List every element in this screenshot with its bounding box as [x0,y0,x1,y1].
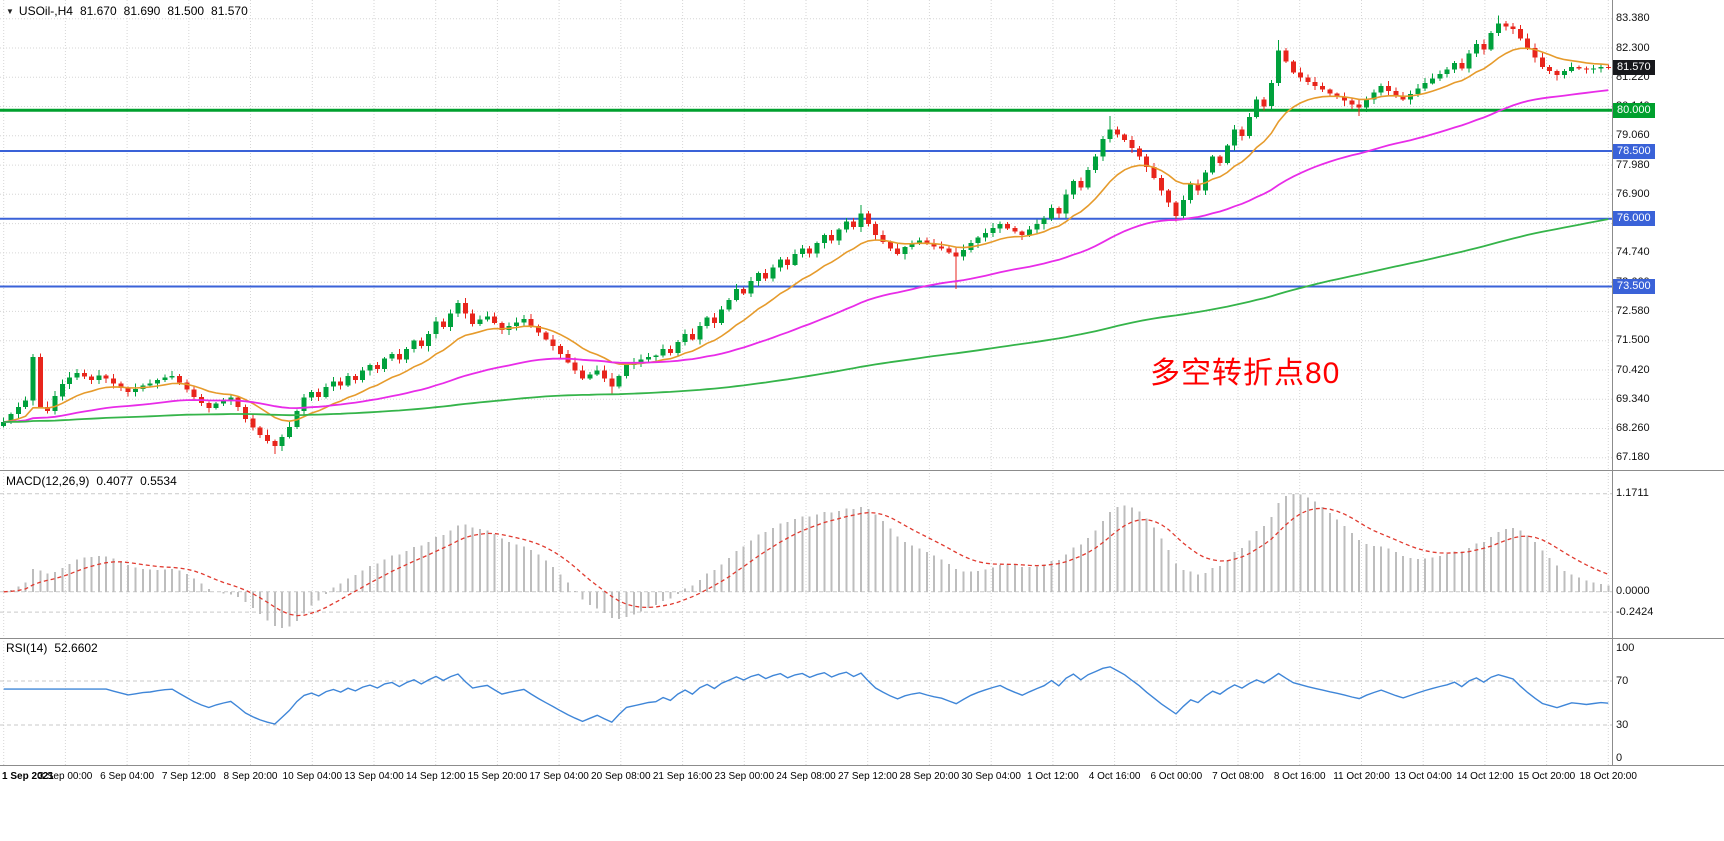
macd-value-signal: 0.5534 [140,474,177,488]
symbol-dropdown-icon[interactable]: ▼ [6,7,14,16]
price-chart[interactable] [0,0,1612,470]
time-axis-label: 13 Sep 04:00 [344,771,404,782]
macd-grid-layer [0,470,1612,638]
rsi-axis-label: 70 [1616,674,1629,687]
time-axis-label: 7 Oct 08:00 [1212,771,1264,782]
rsi-value: 52.6602 [54,641,98,655]
price-axis-label: 76.900 [1616,187,1650,200]
rsi-label: RSI(14) 52.6602 [6,641,98,655]
time-axis-label: 7 Sep 12:00 [161,771,216,782]
time-axis-label: 14 Sep 12:00 [405,771,466,782]
rsi-chart[interactable] [0,638,1612,765]
macd-value-main: 0.4077 [96,474,134,488]
rsi-grid-layer [0,638,1612,765]
time-axis-label: 6 Sep 04:00 [100,771,155,782]
macd-chart[interactable] [0,470,1612,638]
axis-border [1612,0,1613,765]
time-axis-label: 15 Sep 20:00 [467,771,528,782]
rsi-name: RSI(14) [6,641,48,655]
time-axis-label: 17 Sep 04:00 [529,771,589,782]
time-axis-label: 3 Sep 00:00 [38,771,93,782]
annotation-text: 多空转折点80 [1150,357,1341,390]
symbol-label: USOil-,H4 [18,4,73,18]
price-axis-label: 72.580 [1616,304,1650,317]
price-axis-label: 70.420 [1616,363,1650,376]
price-axis-label: 68.260 [1616,422,1650,434]
time-axis-label: 15 Oct 20:00 [1517,771,1576,782]
time-axis-label: 6 Oct 00:00 [1150,771,1203,782]
price-axis[interactable]: 83.38082.30081.22080.14079.06077.98076.9… [1612,0,1724,765]
time-axis-label: 13 Oct 04:00 [1394,771,1452,782]
price-level-badge-73.500: 73.500 [1613,279,1655,294]
price-level-badge-78.500: 78.500 [1613,143,1655,159]
current-price-badge: 81.570 [1613,60,1655,76]
rsi-axis-label: 30 [1616,718,1629,731]
macd-axis-label: -0.2424 [1616,605,1654,618]
mid-ma-line [3,89,1609,423]
time-axis-label: 8 Oct 16:00 [1273,771,1326,782]
time-axis-label: 21 Sep 16:00 [652,771,713,782]
macd-name: MACD(12,26,9) [6,474,90,488]
price-axis-label: 69.340 [1616,392,1650,405]
chart-title: ▼ USOil-,H4 81.670 81.690 81.500 81.570 [6,4,248,18]
ohlc-open: 81.670 [79,4,117,18]
rsi-axis-label: 0 [1616,751,1623,764]
ohlc-close: 81.570 [211,4,248,18]
macd-histogram-layer [10,493,1610,628]
panel-separator [0,470,1724,471]
time-axis[interactable]: 1 Sep 2021 3 Sep 00:00 6 Sep 04:00 7 Sep 12… [0,765,1724,792]
ohlc-low: 81.500 [167,4,205,18]
time-axis-label: 1 Sep 2021 [2,771,54,782]
price-level-badge-80.000: 80.000 [1613,102,1655,118]
time-axis-label: 28 Sep 20:00 [899,771,960,782]
price-axis-label: 77.980 [1616,158,1650,171]
time-axis-label: 23 Sep 00:00 [714,771,775,782]
price-axis-label: 83.380 [1616,12,1650,25]
slow-ma-line [3,218,1609,423]
price-axis-label: 82.300 [1616,41,1650,54]
macd-axis-label: 1.1711 [1616,487,1649,500]
panel-separator [0,765,1724,766]
price-axis-label: 71.500 [1616,334,1650,347]
price-level-badge-76.000: 76.000 [1613,211,1655,227]
time-axis-label: 14 Oct 12:00 [1456,771,1514,782]
price-axis-label: 67.180 [1616,451,1650,464]
macd-axis-label: 0.0000 [1616,585,1650,598]
time-axis-label: 8 Sep 20:00 [223,771,278,782]
time-axis-label: 24 Sep 08:00 [776,771,836,782]
time-axis-label: 20 Sep 08:00 [591,771,651,782]
time-axis-label: 1 Oct 12:00 [1027,771,1079,782]
ohlc-high: 81.690 [123,4,161,18]
price-axis-label: 74.740 [1616,246,1650,259]
rsi-axis-label: 100 [1616,641,1635,654]
macd-label: MACD(12,26,9) 0.4077 0.5534 [6,474,177,488]
candles-layer [1,15,1611,454]
rsi-line [3,666,1609,725]
time-axis-label: 18 Oct 20:00 [1579,771,1637,782]
panel-separator [0,638,1724,639]
time-axis-label: 10 Sep 04:00 [282,771,343,782]
macd-signal-line [3,507,1609,617]
horizontal-levels-layer [0,108,1612,288]
time-axis-label: 11 Oct 20:00 [1333,771,1390,782]
time-axis-label: 4 Oct 16:00 [1088,771,1141,782]
grid-layer [0,0,1612,470]
price-axis-label: 79.060 [1616,129,1650,142]
time-axis-label: 27 Sep 12:00 [837,771,898,782]
time-axis-label: 30 Sep 04:00 [961,771,1021,782]
